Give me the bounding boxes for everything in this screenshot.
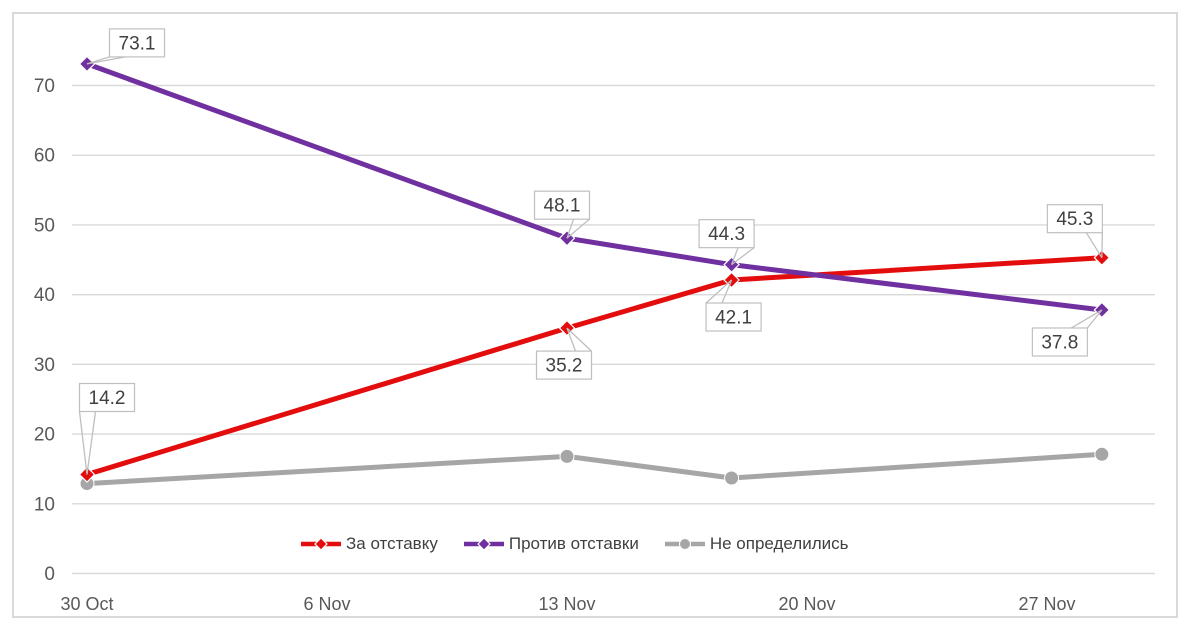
data-label-callout: 42.1 xyxy=(705,279,762,332)
callout-box xyxy=(698,219,755,249)
data-point-marker xyxy=(1094,446,1110,462)
legend-label: Не определились xyxy=(709,534,849,553)
data-label-value: 37.8 xyxy=(1041,332,1078,353)
y-axis-tick-label: 0 xyxy=(44,564,55,585)
callout-leader-line xyxy=(1071,309,1103,329)
y-axis-tick-label: 20 xyxy=(34,425,55,446)
data-point-marker xyxy=(724,470,740,486)
legend-label: Против отставки xyxy=(508,534,639,553)
gridlines xyxy=(72,84,1155,575)
series-line xyxy=(84,61,1105,313)
callout-leader-line xyxy=(86,411,97,475)
y-axis-tick-label: 30 xyxy=(34,355,55,376)
data-label-callout: 44.3 xyxy=(698,219,755,266)
data-label-value: 73.1 xyxy=(119,33,156,54)
x-axis-labels: 30 Oct 6 Nov 13 Nov 20 Nov 27 Nov xyxy=(60,594,1075,614)
x-axis-tick-label: 13 Nov xyxy=(538,594,595,614)
legend-label: За отставку xyxy=(346,534,438,553)
data-label-callout: 45.3 xyxy=(1046,204,1104,259)
data-label-value: 48.1 xyxy=(544,196,581,217)
legend-item-za-otstavku: За отставку xyxy=(300,534,438,554)
data-label-callout: 37.8 xyxy=(1031,309,1103,357)
callout-leader-line xyxy=(705,279,733,304)
x-axis-tick-label: 20 Nov xyxy=(778,594,835,614)
data-point-marker xyxy=(678,538,691,550)
series-ne-opredelilis xyxy=(79,446,1110,492)
callout-leader-line xyxy=(566,218,575,239)
y-axis-tick-label: 60 xyxy=(34,146,55,167)
chart-legend: За отставку Против отставки Не определил… xyxy=(300,531,848,557)
series-protiv-otstavki xyxy=(78,55,1111,319)
data-label-callout: 14.2 xyxy=(78,382,136,475)
data-label-callout: 48.1 xyxy=(533,190,591,239)
callout-box xyxy=(78,382,136,413)
callout-leader-line xyxy=(1085,232,1103,259)
callout-leader-line xyxy=(1086,309,1103,329)
callout-leader-line xyxy=(78,411,88,475)
callout-box xyxy=(1031,327,1088,357)
data-label-value: 35.2 xyxy=(546,356,583,377)
y-axis-tick-label: 40 xyxy=(34,285,55,306)
legend-marker-za-otstavku xyxy=(301,537,341,551)
chart-border-frame xyxy=(12,12,1178,618)
data-label-callout: 35.2 xyxy=(535,327,593,380)
data-label-value: 45.3 xyxy=(1056,209,1093,230)
legend-item-ne-opredelilis: Не определились xyxy=(664,534,849,554)
data-point-marker xyxy=(723,256,740,274)
y-axis-tick-label: 10 xyxy=(34,494,55,515)
callout-leader-line xyxy=(566,327,592,352)
callout-leader-line xyxy=(730,247,739,265)
callout-leader-line xyxy=(86,56,126,65)
series-za-otstavku xyxy=(78,249,1111,483)
y-axis-labels: 0 10 20 30 40 50 60 70 xyxy=(34,76,55,585)
legend-marker-protiv-otstavki xyxy=(463,537,504,551)
callout-leader-line xyxy=(731,247,755,266)
x-axis-tick-label: 30 Oct xyxy=(60,594,113,614)
data-point-marker xyxy=(314,537,328,551)
series-line xyxy=(84,255,1105,478)
callout-box xyxy=(535,350,593,380)
y-axis-tick-label: 50 xyxy=(34,215,55,236)
legend-marker-ne-opredelilis xyxy=(664,538,705,550)
callout-box xyxy=(705,302,762,332)
y-axis-tick-label: 70 xyxy=(34,76,55,97)
data-point-marker xyxy=(559,448,575,464)
data-label-value: 14.2 xyxy=(89,388,126,409)
callout-leader-line xyxy=(566,327,577,352)
callout-box xyxy=(1046,204,1103,234)
callout-leader-line xyxy=(721,279,733,304)
callout-leader-line xyxy=(1101,232,1104,258)
legend-item-protiv-otstavki: Против отставки xyxy=(463,534,639,554)
callout-box xyxy=(108,28,166,58)
data-label-value: 42.1 xyxy=(715,308,752,329)
data-point-marker xyxy=(476,537,491,551)
x-axis-tick-label: 27 Nov xyxy=(1018,594,1075,614)
data-label-callout: 73.1 xyxy=(86,28,166,65)
callout-box xyxy=(533,190,591,220)
x-axis-tick-label: 6 Nov xyxy=(303,594,350,614)
callout-leader-line xyxy=(566,218,590,239)
data-label-value: 44.3 xyxy=(708,224,745,245)
data-point-marker xyxy=(78,55,96,73)
series-line xyxy=(84,451,1105,487)
